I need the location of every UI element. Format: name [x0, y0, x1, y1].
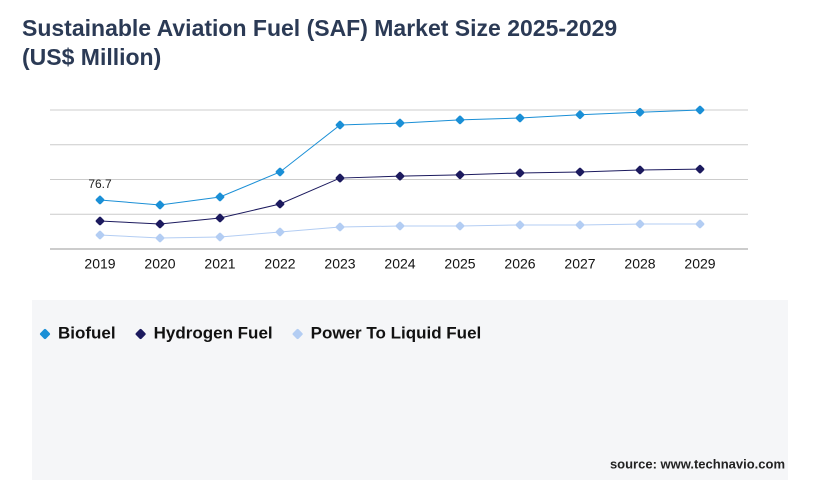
- point: [275, 167, 285, 177]
- legend-marker: [135, 328, 146, 340]
- x-tick-label: 2023: [324, 256, 355, 272]
- point: [455, 221, 465, 231]
- chart-title: Sustainable Aviation Fuel (SAF) Market S…: [22, 15, 617, 41]
- x-tick-label: 2027: [564, 256, 595, 272]
- legend-label: Hydrogen Fuel: [154, 323, 273, 342]
- point: [695, 105, 705, 115]
- point: [515, 220, 525, 230]
- point: [275, 227, 285, 237]
- x-tick-label: 2025: [444, 256, 475, 272]
- point: [395, 118, 405, 128]
- point: [635, 165, 645, 175]
- point: [155, 200, 165, 210]
- point: [515, 168, 525, 178]
- point: [695, 164, 705, 174]
- x-tick-label: 2028: [624, 256, 655, 272]
- legend-marker: [39, 328, 51, 340]
- point: [575, 220, 585, 230]
- point: [395, 221, 405, 231]
- chart-subtitle: (US$ Million): [22, 44, 161, 70]
- x-tick-label: 2029: [684, 256, 715, 272]
- x-tick-label: 2022: [264, 256, 295, 272]
- point: [455, 115, 465, 125]
- x-tick-label: 2020: [144, 256, 175, 272]
- point: [575, 167, 585, 177]
- point: [635, 107, 645, 117]
- point: [335, 222, 345, 232]
- x-tick-label: 2024: [384, 256, 415, 272]
- point: [575, 110, 585, 120]
- point: [635, 219, 645, 229]
- x-tick-label: 2019: [84, 256, 115, 272]
- x-tick-label: 2021: [204, 256, 235, 272]
- point: [395, 171, 405, 181]
- legend-panel: [32, 300, 788, 480]
- data-label: 76.7: [88, 177, 112, 191]
- x-tick-label: 2026: [504, 256, 535, 272]
- point: [155, 233, 165, 243]
- point: [95, 230, 105, 240]
- point: [215, 192, 225, 202]
- legend-label: Biofuel: [58, 323, 116, 342]
- point: [455, 170, 465, 180]
- point: [215, 232, 225, 242]
- point: [95, 195, 105, 205]
- legend-label: Power To Liquid Fuel: [311, 323, 482, 342]
- legend-marker: [292, 328, 303, 340]
- point: [335, 120, 345, 130]
- point: [515, 113, 525, 123]
- point: [335, 173, 345, 183]
- point: [275, 199, 285, 209]
- point: [215, 213, 225, 223]
- source: source: www.technavio.com: [610, 456, 785, 471]
- point: [95, 216, 105, 226]
- point: [155, 219, 165, 229]
- point: [695, 219, 705, 229]
